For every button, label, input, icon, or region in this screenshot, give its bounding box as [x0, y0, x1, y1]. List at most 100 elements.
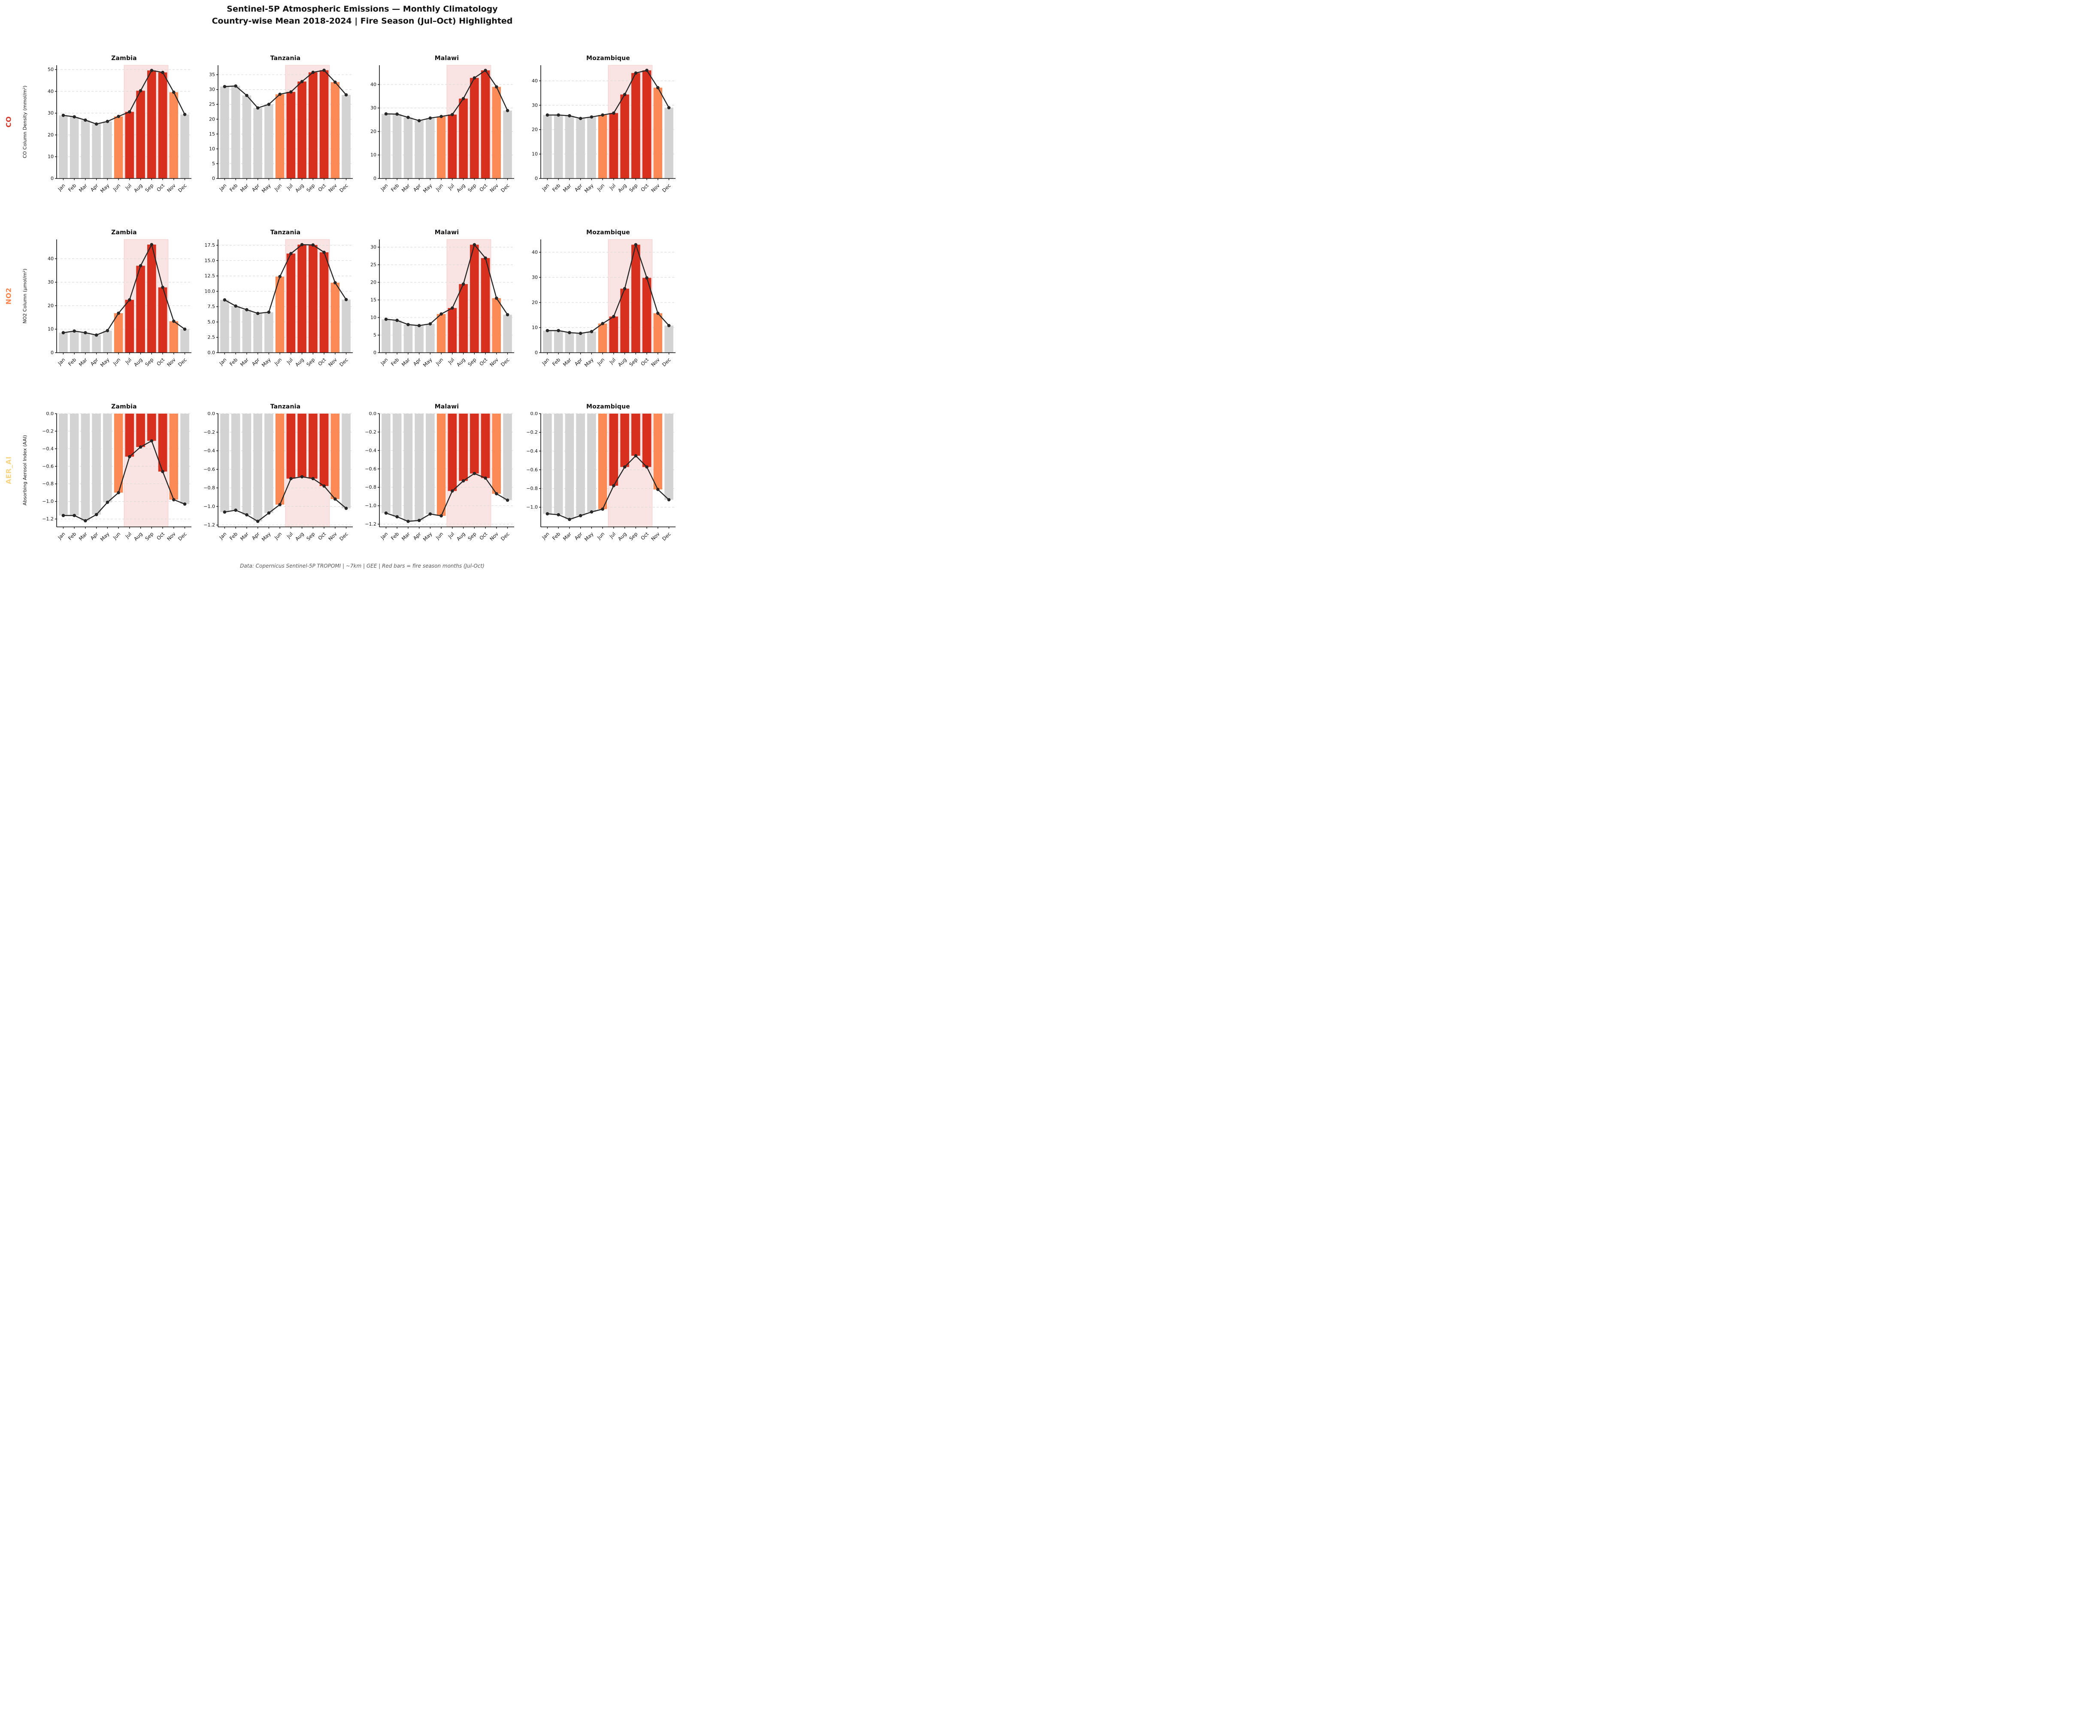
svg-text:−0.6: −0.6	[203, 466, 215, 472]
svg-text:20: 20	[532, 299, 538, 305]
svg-text:Mar: Mar	[562, 182, 573, 193]
svg-text:0.0: 0.0	[369, 412, 377, 417]
svg-text:50: 50	[48, 67, 54, 73]
svg-text:Feb: Feb	[228, 357, 239, 367]
svg-text:Apr: Apr	[412, 182, 422, 193]
svg-text:Jan: Jan	[218, 531, 227, 541]
svg-text:Jun: Jun	[434, 357, 444, 366]
svg-text:May: May	[99, 531, 111, 542]
svg-text:−0.2: −0.2	[203, 429, 215, 435]
y-axis-label-co: CO Column Density (mmol/m²)	[22, 85, 28, 158]
svg-text:Oct: Oct	[478, 531, 488, 541]
svg-text:0: 0	[51, 176, 54, 181]
svg-text:May: May	[422, 357, 433, 368]
svg-text:10: 10	[48, 327, 54, 332]
svg-text:5: 5	[212, 161, 215, 166]
svg-text:Feb: Feb	[67, 182, 77, 193]
svg-text:Jan: Jan	[56, 182, 66, 192]
svg-text:Apr: Apr	[89, 182, 100, 193]
svg-text:Apr: Apr	[573, 357, 584, 367]
svg-text:Aug: Aug	[133, 357, 144, 368]
svg-text:−0.4: −0.4	[526, 448, 538, 454]
chart-title: Malawi	[434, 403, 459, 410]
svg-text:Nov: Nov	[650, 531, 661, 542]
svg-text:May: May	[99, 357, 111, 368]
svg-text:15: 15	[370, 297, 376, 303]
svg-text:Jan: Jan	[379, 357, 389, 366]
svg-text:Nov: Nov	[327, 531, 338, 542]
svg-text:Jan: Jan	[218, 357, 227, 366]
chart-cell-co-zambia: CO Column Density (mmol/m²) Zambia 0 10 20…	[22, 55, 194, 205]
svg-text:40: 40	[532, 249, 538, 255]
svg-text:10.0: 10.0	[205, 288, 215, 294]
svg-text:0: 0	[51, 350, 54, 356]
svg-text:Apr: Apr	[251, 531, 261, 541]
svg-text:Feb: Feb	[67, 357, 77, 367]
svg-text:20: 20	[370, 280, 376, 285]
svg-text:Jan: Jan	[379, 182, 389, 192]
svg-text:Oct: Oct	[155, 531, 166, 541]
svg-text:Dec: Dec	[338, 357, 349, 368]
chart-title: Zambia	[111, 403, 137, 410]
svg-text:May: May	[261, 357, 272, 368]
chart-no2-mozambique: 0 10 20 30 40 Jan Feb Mar Apr May Jun Jul Aug Sep Oct N…	[532, 239, 676, 368]
svg-text:May: May	[583, 357, 595, 368]
svg-text:40: 40	[532, 78, 538, 84]
svg-text:10: 10	[370, 315, 376, 321]
svg-text:−0.4: −0.4	[42, 446, 54, 451]
svg-text:May: May	[261, 531, 272, 542]
svg-text:40: 40	[370, 82, 376, 87]
svg-text:Jul: Jul	[124, 357, 133, 365]
page-title: Sentinel-5P Atmospheric Emissions — Mont…	[36, 3, 688, 27]
chart-cell-no2-zambia: NO2 Column (µmol/m²) Zambia 0 10 20 30 40 Jan…	[22, 229, 194, 379]
chart-no2-zambia: 0 10 20 30 40 Jan Feb Mar Apr May Jun Jul Aug Sep Oct N…	[48, 239, 191, 368]
svg-text:Sep: Sep	[305, 531, 316, 541]
data-source-caption: Data: Copernicus Sentinel-5P TROPOMI | ~…	[240, 563, 485, 569]
svg-text:Dec: Dec	[338, 182, 349, 194]
svg-text:20: 20	[209, 116, 215, 122]
chart-no2-tanzania: 0.0 2.5 5.0 7.5 10.0 12.5 15.0 17.5 Jan Feb Mar Apr…	[205, 239, 353, 368]
svg-text:10: 10	[532, 325, 538, 330]
svg-text:Sep: Sep	[144, 182, 155, 193]
svg-text:Oct: Oct	[478, 357, 488, 367]
svg-text:Jan: Jan	[540, 182, 550, 192]
svg-text:Feb: Feb	[390, 182, 400, 193]
svg-text:Nov: Nov	[166, 182, 177, 194]
page: { "header": { "title_line1": "Sentinel-5…	[0, 0, 700, 579]
svg-text:−1.0: −1.0	[365, 503, 376, 508]
svg-text:−1.2: −1.2	[203, 522, 215, 528]
svg-text:30: 30	[209, 87, 215, 92]
svg-text:Jun: Jun	[596, 531, 606, 541]
chart-title: Mozambique	[586, 229, 630, 236]
svg-text:0: 0	[373, 350, 376, 356]
svg-text:0.0: 0.0	[530, 412, 538, 417]
svg-text:Sep: Sep	[467, 531, 477, 541]
chart-title: Zambia	[111, 55, 137, 62]
svg-text:Mar: Mar	[78, 357, 88, 367]
svg-text:Apr: Apr	[251, 357, 261, 367]
chart-cell-no2-mozambique: Mozambique 0 10 20 30 40 Jan Feb Mar Apr May Jun Ju…	[520, 229, 678, 379]
svg-text:Jun: Jun	[434, 531, 444, 541]
svg-text:Aug: Aug	[294, 531, 305, 542]
svg-text:Apr: Apr	[89, 357, 100, 367]
svg-text:Feb: Feb	[390, 531, 400, 541]
svg-text:−0.4: −0.4	[203, 448, 215, 454]
svg-text:May: May	[261, 182, 272, 194]
svg-text:Aug: Aug	[617, 531, 628, 542]
svg-text:Aug: Aug	[617, 357, 628, 368]
chart-cell-no2-malawi: Malawi 0 5 10 15 20 25 30 Jan Feb Mar Apr May Jun Jul…	[359, 229, 517, 379]
svg-text:Jun: Jun	[273, 182, 283, 192]
svg-text:Dec: Dec	[661, 531, 672, 542]
svg-text:Nov: Nov	[327, 357, 338, 368]
svg-text:10: 10	[48, 154, 54, 160]
svg-text:Jun: Jun	[596, 182, 606, 192]
y-axis-label-no2: NO2 Column (µmol/m²)	[22, 269, 28, 324]
svg-text:Dec: Dec	[500, 357, 511, 368]
svg-text:Mar: Mar	[239, 531, 250, 541]
svg-text:Mar: Mar	[400, 357, 411, 367]
svg-text:Aug: Aug	[455, 531, 467, 542]
svg-text:Dec: Dec	[661, 182, 672, 194]
svg-text:30: 30	[370, 245, 376, 250]
svg-text:Oct: Oct	[639, 182, 650, 193]
